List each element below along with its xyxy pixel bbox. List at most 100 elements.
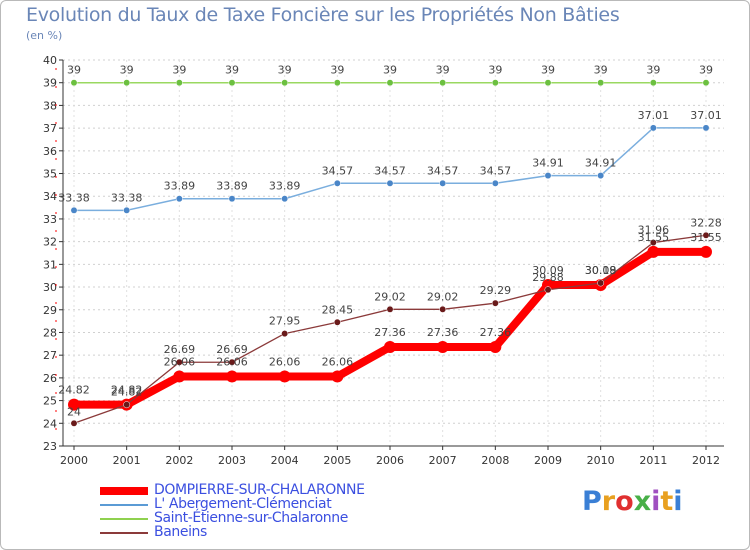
data-label-saint-etienne: 39 (699, 64, 713, 77)
y-tick-label: 30 (43, 281, 57, 294)
y-tick-label: 24 (43, 417, 57, 430)
data-point-saint-etienne (175, 79, 183, 87)
data-point-dompierre (331, 370, 344, 383)
legend-swatch-dompierre (100, 487, 148, 495)
data-label-abergement: 37.01 (638, 109, 670, 122)
y-tick-label: 37 (43, 122, 57, 135)
data-point-baneins (70, 419, 78, 427)
series-abergement (70, 124, 710, 214)
y-tick-label: 25 (43, 395, 57, 408)
legend-item-abergement[interactable]: L' Abergement-Clémenciat (100, 496, 500, 512)
data-label-dompierre: 24.82 (58, 384, 90, 397)
legend-swatch-saint-etienne (100, 518, 148, 520)
data-point-baneins (702, 231, 710, 239)
data-label-abergement: 34.57 (427, 164, 459, 177)
x-tick-label: 2007 (429, 454, 457, 467)
logo-letter: x (633, 486, 652, 517)
data-point-saint-etienne (281, 79, 289, 87)
data-label-baneins: 29.29 (480, 284, 512, 297)
data-label-baneins: 28.45 (322, 303, 354, 316)
data-label-baneins: 29.88 (532, 271, 564, 284)
data-label-dompierre: 26.06 (216, 356, 248, 369)
data-label-saint-etienne: 39 (383, 64, 397, 77)
y-tick-label: 39 (43, 77, 57, 90)
data-point-dompierre (647, 245, 660, 258)
series-saint-etienne (70, 79, 710, 87)
data-point-abergement (439, 179, 447, 187)
data-point-dompierre (384, 341, 396, 354)
data-point-saint-etienne (597, 79, 605, 87)
data-label-dompierre: 27.36 (480, 326, 512, 339)
data-label-baneins: 26.69 (164, 343, 196, 356)
data-point-abergement (386, 179, 394, 187)
data-point-saint-etienne (386, 79, 394, 87)
data-label-dompierre: 30.09 (585, 264, 617, 277)
legend-label-saint-etienne: Saint-Étienne-sur-Chalaronne (154, 510, 348, 526)
data-point-abergement (702, 124, 710, 132)
data-point-baneins (597, 279, 605, 287)
data-label-baneins: 24 (67, 405, 81, 418)
data-label-abergement: 33.38 (111, 191, 143, 204)
data-label-dompierre: 27.36 (374, 326, 406, 339)
data-label-abergement: 33.89 (269, 180, 301, 193)
x-tick-label: 2012 (692, 454, 720, 467)
data-point-saint-etienne (702, 79, 710, 87)
y-tick-label: 23 (43, 440, 57, 453)
data-label-baneins: 29.02 (427, 290, 459, 303)
x-tick-label: 2001 (113, 454, 141, 467)
data-label-saint-etienne: 39 (120, 64, 134, 77)
legend-item-baneins[interactable]: Baneins (100, 524, 500, 540)
data-point-baneins (439, 305, 447, 313)
logo-letter: i (673, 486, 683, 517)
legend-label-baneins: Baneins (154, 524, 207, 540)
data-point-abergement (228, 195, 236, 203)
data-label-abergement: 33.38 (58, 191, 90, 204)
data-point-abergement (491, 179, 499, 187)
data-point-dompierre (226, 370, 238, 383)
data-label-saint-etienne: 39 (594, 64, 608, 77)
x-tick-label: 2005 (323, 454, 351, 467)
data-label-abergement: 34.91 (585, 157, 617, 170)
data-label-baneins: 24.82 (111, 386, 143, 399)
x-tick-label: 2008 (481, 454, 509, 467)
x-tick-label: 2006 (376, 454, 404, 467)
data-label-abergement: 34.57 (322, 164, 354, 177)
x-tick-label: 2009 (534, 454, 562, 467)
data-point-dompierre (700, 245, 712, 258)
series-baneins (70, 231, 710, 427)
data-point-baneins (175, 358, 183, 366)
data-label-dompierre: 27.36 (427, 326, 459, 339)
y-tick-label: 34 (43, 190, 57, 203)
data-point-dompierre (489, 341, 502, 354)
data-point-abergement (123, 206, 131, 214)
data-label-abergement: 34.57 (374, 164, 406, 177)
data-point-abergement (70, 206, 78, 214)
data-label-abergement: 37.01 (690, 109, 722, 122)
data-point-baneins (123, 401, 131, 409)
legend: DOMPIERRE-SUR-CHALARONNE L' Abergement-C… (100, 482, 500, 540)
data-point-abergement (281, 195, 289, 203)
data-label-abergement: 33.89 (164, 180, 196, 193)
legend-item-saint-etienne[interactable]: Saint-Étienne-sur-Chalaronne (100, 510, 500, 526)
data-point-dompierre (173, 370, 186, 383)
data-label-dompierre: 31.55 (690, 231, 722, 244)
x-tick-label: 2002 (165, 454, 193, 467)
data-point-dompierre (436, 341, 449, 354)
data-label-saint-etienne: 39 (225, 64, 239, 77)
data-label-saint-etienne: 39 (488, 64, 502, 77)
data-label-dompierre: 31.55 (638, 231, 670, 244)
y-tick-label: 31 (43, 258, 57, 271)
data-point-saint-etienne (544, 79, 552, 87)
x-tick-label: 2003 (218, 454, 246, 467)
x-tick-label: 2004 (271, 454, 299, 467)
legend-item-dompierre[interactable]: DOMPIERRE-SUR-CHALARONNE (100, 482, 500, 498)
line-chart: 23 24 25 26 27 28 29 30 31 32 33 34 35 36 37 38 39 40 2000… (43, 54, 724, 467)
data-label-saint-etienne: 39 (541, 64, 555, 77)
data-point-baneins (281, 330, 289, 338)
x-tick-label: 2011 (639, 454, 667, 467)
logo-letter: o (615, 486, 634, 517)
data-label-baneins: 31.96 (638, 224, 670, 237)
data-point-saint-etienne (123, 79, 131, 87)
data-label-saint-etienne: 39 (646, 64, 660, 77)
proxiti-logo: Proxiti (582, 486, 683, 517)
